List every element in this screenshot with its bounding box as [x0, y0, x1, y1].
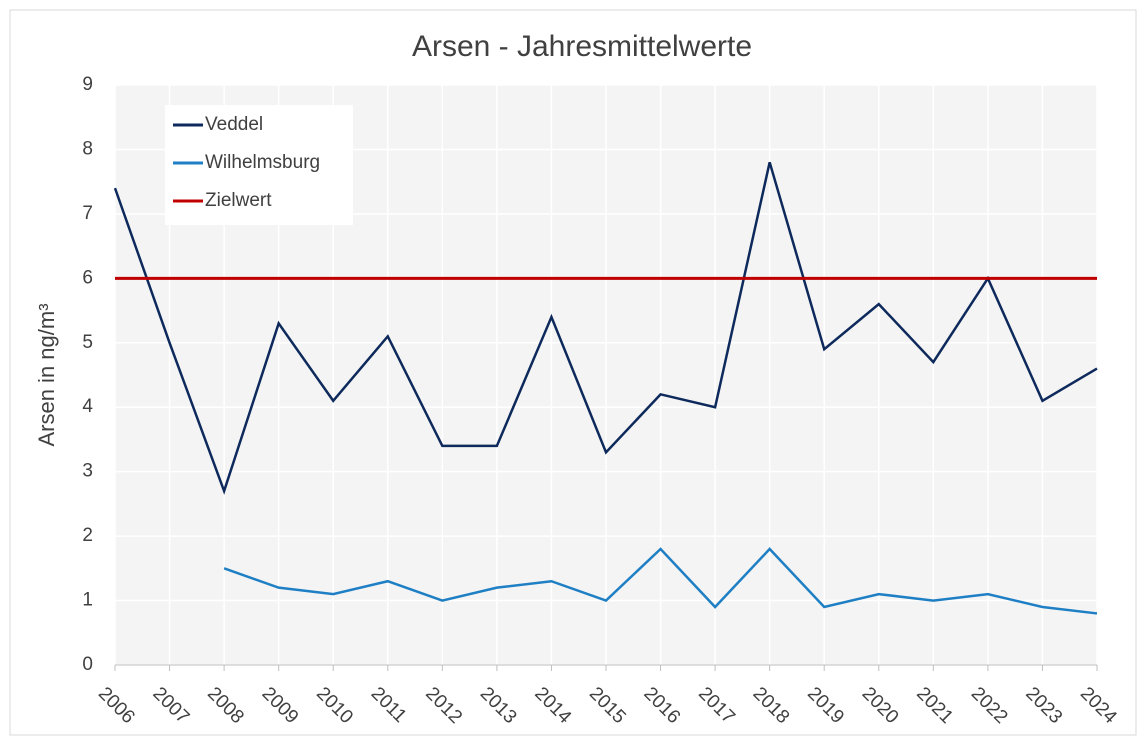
y-tick-label: 6	[82, 267, 93, 288]
y-tick-label: 4	[82, 396, 93, 417]
series-line	[113, 161, 1098, 495]
chart-title: Arsen - Jahresmittelwerte	[412, 30, 752, 63]
y-axis-label: Arsen in ng/m³	[34, 303, 59, 446]
y-tick-label: 2	[82, 525, 93, 546]
y-tick-label: 5	[82, 332, 93, 353]
y-tick-label: 7	[82, 203, 93, 224]
y-tick-label: 9	[82, 74, 93, 95]
legend-label: Wilhelmsburg	[205, 152, 320, 173]
y-tick-label: 8	[82, 138, 93, 159]
y-tick-label: 1	[82, 590, 93, 611]
legend-label: Zielwert	[205, 190, 272, 211]
legend-label: Veddel	[205, 114, 263, 135]
legend: Veddel Wilhelmsburg Zielwert	[165, 105, 353, 225]
y-tick-label: 3	[82, 461, 93, 482]
series-line	[223, 547, 1098, 615]
y-tick-label: 0	[82, 654, 93, 675]
